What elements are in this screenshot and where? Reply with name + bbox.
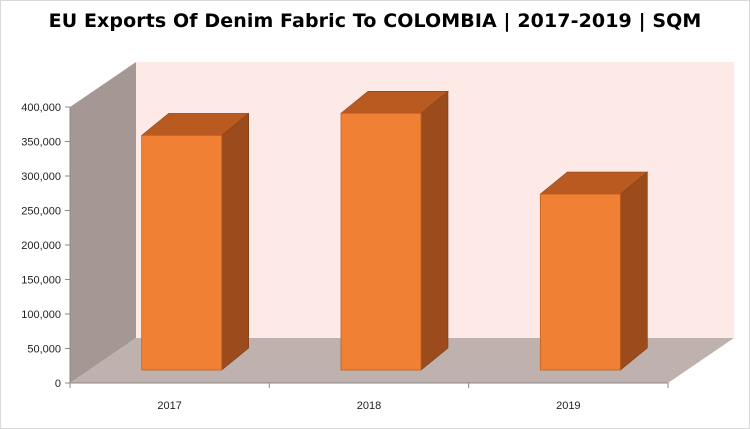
x-ticks: 2017 2018 2019 — [69, 383, 669, 412]
bar-side — [420, 90, 449, 371]
bar-2019 — [539, 171, 649, 371]
x-tick-label: 2018 — [357, 400, 381, 412]
y-tick-label: 50,000 — [27, 344, 61, 356]
bar-2018 — [340, 90, 449, 371]
y-tick-label: 0 — [55, 378, 61, 390]
x-tick-label: 2017 — [157, 400, 181, 412]
bar-side — [620, 171, 648, 371]
bar-front — [340, 112, 422, 371]
bars — [140, 90, 649, 371]
bar-2017 — [140, 112, 250, 371]
y-tick-label: 400,000 — [21, 102, 61, 114]
bar-front — [141, 134, 223, 371]
bar-front — [539, 193, 621, 371]
y-tick-label: 200,000 — [21, 240, 61, 252]
y-tick-label: 100,000 — [21, 309, 61, 321]
y-tick-label: 350,000 — [21, 137, 61, 149]
y-tick-label: 250,000 — [21, 206, 61, 218]
y-tick-label: 300,000 — [21, 171, 61, 183]
y-ticks: 0 50,000 100,000 150,000 200,000 250,000 300,0… — [21, 102, 70, 390]
chart-title: EU Exports Of Denim Fabric To COLOMBIA |… — [48, 10, 702, 32]
y-tick-label: 150,000 — [21, 275, 61, 287]
side-wall — [70, 62, 136, 383]
x-tick-label: 2019 — [556, 400, 580, 412]
bar-side — [221, 112, 249, 371]
